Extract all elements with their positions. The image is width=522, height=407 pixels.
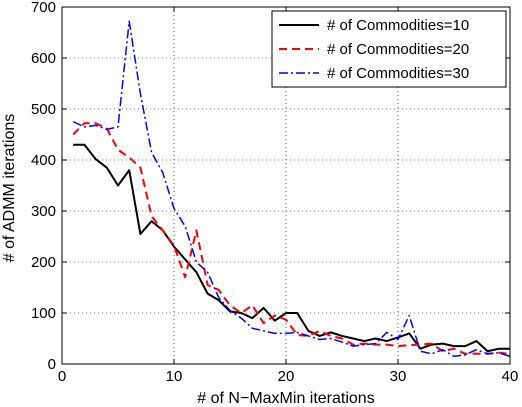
x-tick-label: 10 [166, 368, 183, 385]
legend: # of Commodities=10 # of Commodities=20 … [271, 10, 507, 88]
y-tick-label: 0 [48, 356, 56, 373]
legend-label-2: # of Commodities=20 [327, 41, 469, 58]
x-tick-label: 20 [278, 368, 295, 385]
series-line-3 [72, 20, 511, 358]
y-tick-label: 600 [31, 50, 56, 67]
y-tick-label: 500 [31, 101, 56, 118]
x-tick-label: 0 [58, 368, 66, 385]
legend-label-1: # of Commodities=10 [327, 17, 469, 34]
y-tick-label: 700 [31, 0, 56, 16]
series-line-2 [72, 122, 511, 355]
y-tick-label: 400 [31, 152, 56, 169]
x-tick-label: 30 [390, 368, 407, 385]
series-layer [72, 20, 511, 358]
legend-label-3: # of Commodities=30 [327, 65, 469, 82]
y-axis-label: # of ADMM iterations [1, 114, 18, 263]
y-tick-label: 100 [31, 305, 56, 322]
x-tick-label: 40 [502, 368, 519, 385]
y-tick-label: 200 [31, 254, 56, 271]
series-line-1 [73, 143, 510, 353]
x-axis-label: # of N−MaxMin iterations [197, 390, 374, 407]
y-tick-label: 300 [31, 203, 56, 220]
